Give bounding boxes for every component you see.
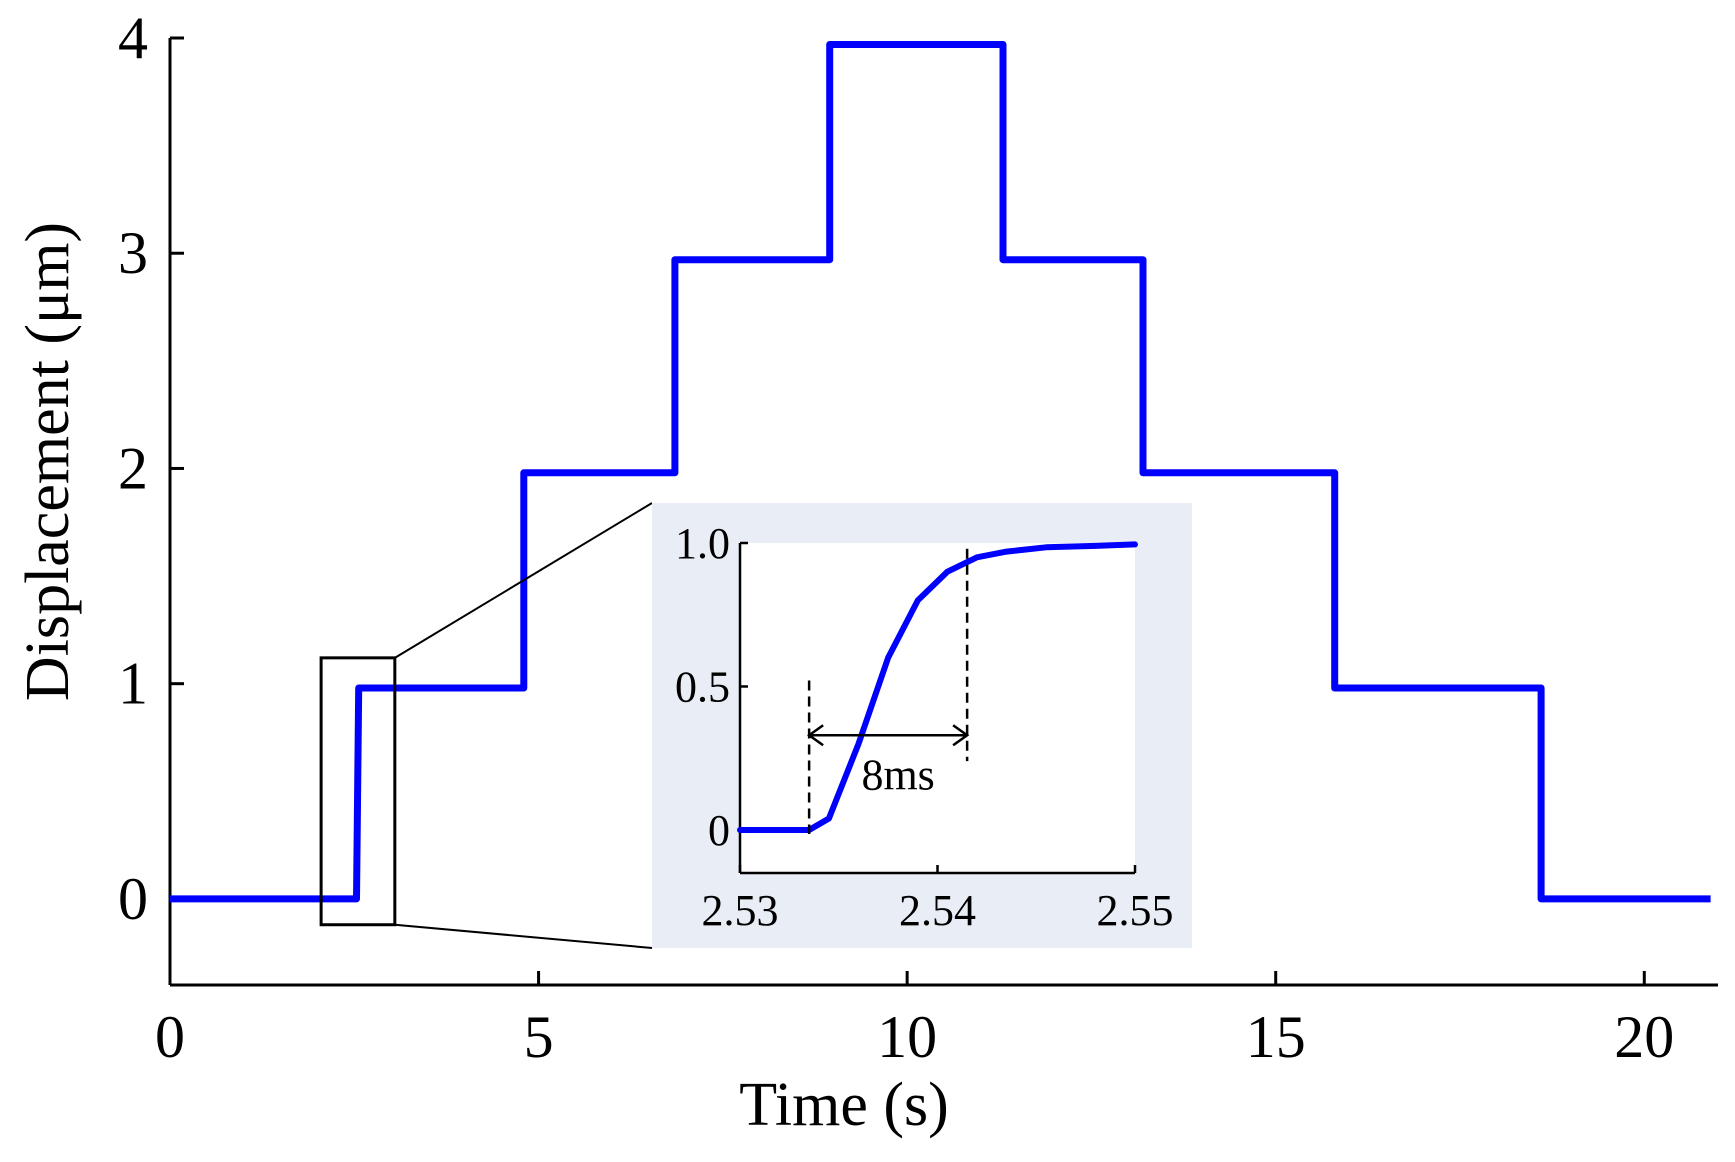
x-tick-label: 15 — [1246, 1004, 1306, 1070]
zoom-connector-bottom — [394, 923, 653, 949]
y-tick-label: 2 — [118, 435, 148, 501]
main-series-line — [170, 41, 1711, 903]
inset-plot-area — [740, 543, 1135, 873]
inset-y-tick-label: 0 — [708, 806, 730, 855]
inset-x-tick-label: 2.55 — [1097, 886, 1174, 935]
main-axes: 0 5 10 15 20 0 1 2 3 4 Time (s) Displacement (μm) — [14, 5, 1718, 1139]
y-tick-label: 3 — [118, 220, 148, 286]
inset-y-tick-label: 0.5 — [675, 662, 730, 711]
x-tick-label: 20 — [1614, 1004, 1674, 1070]
x-tick-label: 0 — [155, 1004, 185, 1070]
y-tick-label: 4 — [118, 5, 148, 71]
x-tick-label: 5 — [524, 1004, 554, 1070]
y-tick-label: 0 — [118, 866, 148, 932]
inset-x-tick-label: 2.53 — [702, 886, 779, 935]
x-axis-title: Time (s) — [739, 1071, 949, 1139]
zoom-connector-lines — [394, 502, 653, 949]
annotation-arrow-left — [806, 724, 824, 747]
inset-y-tick-label: 1.0 — [675, 519, 730, 568]
annotation-label: 8ms — [861, 750, 934, 799]
x-tick-label: 10 — [877, 1004, 937, 1070]
y-tick-label: 1 — [118, 651, 148, 717]
zoom-box — [319, 656, 397, 927]
inset-series-line — [737, 541, 1138, 833]
inset-x-tick-label: 2.54 — [899, 886, 976, 935]
annotation-arrow-right — [952, 724, 970, 747]
zoom-connector-top — [394, 502, 653, 659]
inset-chart: 2.53 2.54 2.55 0 0.5 1.0 8ms — [652, 503, 1192, 948]
y-axis-title: Displacement (μm) — [14, 222, 82, 701]
